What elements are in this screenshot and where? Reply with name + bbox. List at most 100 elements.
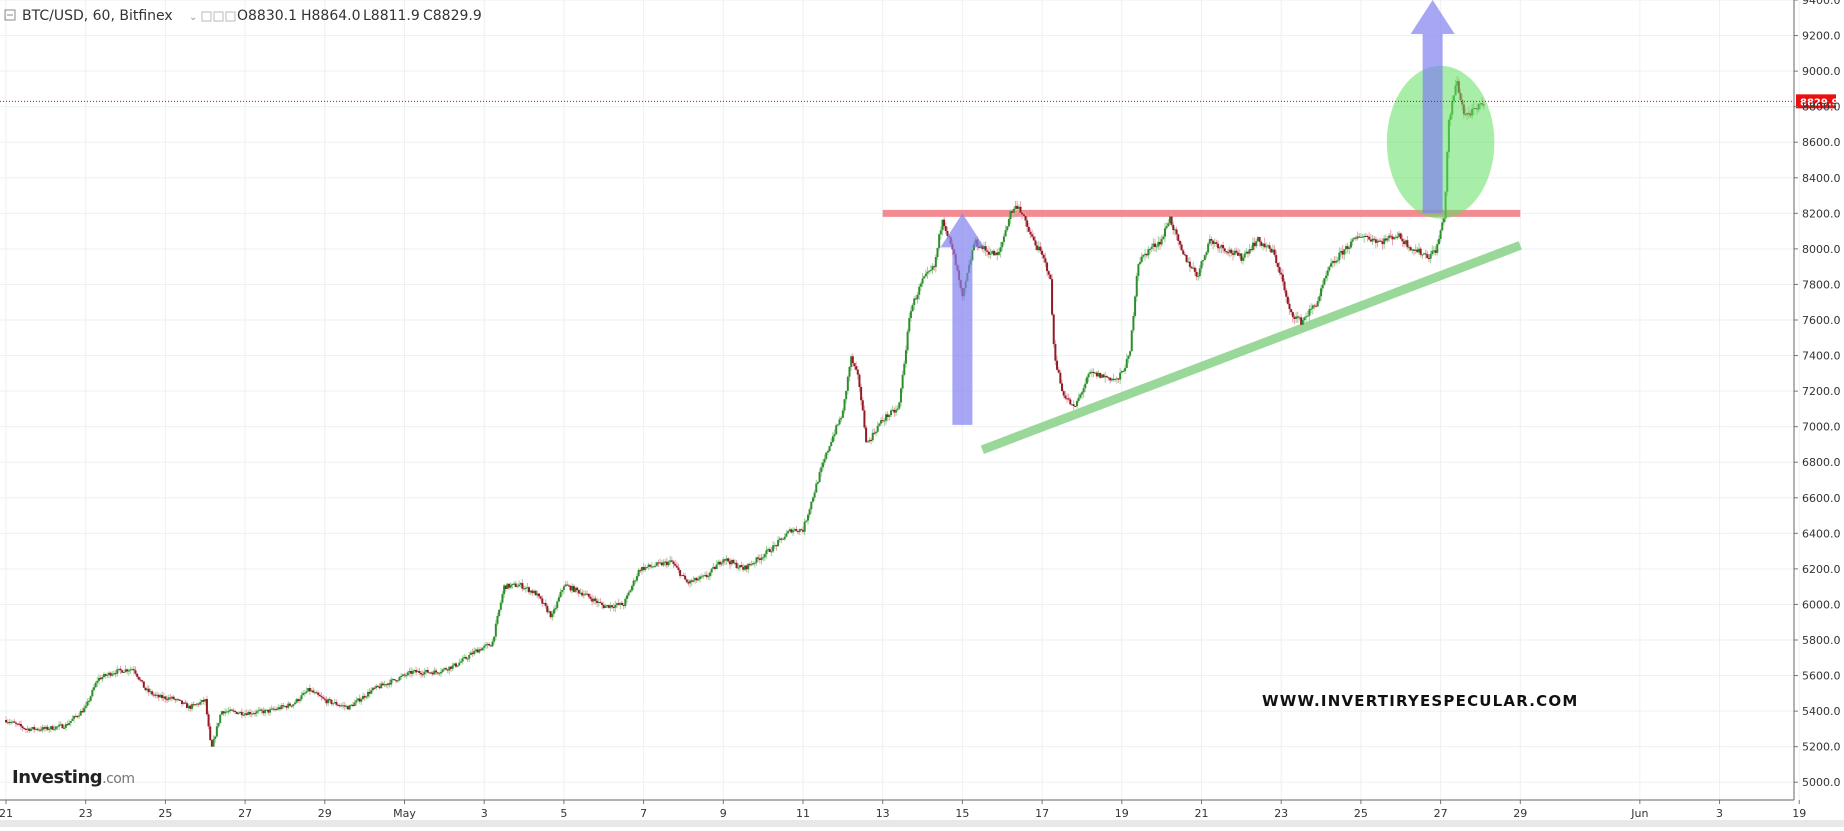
- candle-body: [1149, 248, 1152, 250]
- candle-body: [421, 674, 424, 676]
- candle-body: [1404, 240, 1407, 245]
- candle-body: [501, 594, 504, 603]
- candle-body: [428, 672, 431, 674]
- candle-body: [416, 671, 419, 673]
- candle-body: [393, 679, 396, 681]
- candle-body: [265, 709, 268, 711]
- candle-body: [474, 649, 477, 651]
- y-tick-label: 7200.0: [1802, 385, 1841, 398]
- candle-body: [1291, 312, 1294, 317]
- x-tick-label: 29: [318, 807, 332, 820]
- candle-body: [73, 716, 76, 719]
- candle-body: [875, 431, 878, 433]
- candle-body: [511, 583, 514, 586]
- settings-icon[interactable]: [201, 11, 212, 22]
- candle-body: [753, 562, 756, 564]
- candle-body: [1439, 230, 1442, 239]
- candle-body: [1363, 235, 1366, 237]
- candle-body: [830, 441, 833, 447]
- candle-body: [195, 703, 198, 705]
- y-tick-label: 7400.0: [1802, 350, 1841, 363]
- candle-body: [596, 600, 599, 604]
- candle-body: [1389, 235, 1392, 237]
- grid: [0, 0, 1800, 800]
- candle-body: [1321, 284, 1324, 289]
- candle-body: [1268, 245, 1271, 249]
- candle-body: [174, 699, 177, 701]
- up-arrow-2: [1410, 0, 1455, 214]
- candle-body: [315, 692, 318, 694]
- candle-body: [730, 559, 733, 565]
- candle-body: [1168, 216, 1171, 224]
- candle-body: [906, 331, 909, 351]
- candle-body: [297, 699, 300, 702]
- timeline-scrollbar[interactable]: [0, 820, 1844, 827]
- candle-body: [185, 703, 188, 709]
- candle-body: [878, 423, 881, 426]
- candle-body: [486, 643, 489, 645]
- candle-body: [725, 558, 728, 561]
- candle-body: [893, 409, 896, 413]
- candle-body: [1339, 250, 1342, 253]
- collapse-icon[interactable]: [4, 9, 16, 21]
- candle-body: [926, 271, 929, 274]
- candle-body: [106, 674, 109, 676]
- candle-body: [172, 696, 175, 700]
- candle-body: [655, 562, 658, 566]
- candle-body: [1051, 279, 1054, 315]
- candle-body: [466, 658, 469, 660]
- support-trendline: [980, 241, 1522, 454]
- candle-body: [1198, 268, 1201, 276]
- candle-body: [546, 605, 549, 613]
- candle-body: [534, 590, 537, 596]
- candle-body: [418, 671, 421, 673]
- candle-body: [1386, 238, 1389, 241]
- candle-body: [205, 698, 208, 715]
- candle-body: [735, 562, 738, 568]
- candle-body: [933, 266, 936, 268]
- y-tick-label: 6600.0: [1802, 492, 1841, 505]
- candle-body: [894, 409, 897, 413]
- candle-body: [805, 520, 808, 522]
- candle-body: [1403, 241, 1406, 245]
- candle-body: [504, 585, 507, 590]
- candle-body: [1002, 236, 1005, 242]
- close-icon[interactable]: [225, 11, 236, 22]
- candle-body: [694, 577, 697, 581]
- candle-body: [214, 736, 217, 740]
- candle-body: [919, 283, 922, 287]
- candle-body: [189, 705, 192, 709]
- candle-body: [855, 366, 858, 370]
- candle-body: [723, 559, 726, 561]
- candle-body: [763, 554, 766, 558]
- candle-body: [287, 703, 290, 708]
- candle-body: [357, 698, 360, 701]
- candle-body: [677, 567, 680, 571]
- candle-body: [612, 607, 615, 609]
- candle-body: [621, 602, 624, 606]
- candle-body: [788, 529, 791, 532]
- candle-body: [420, 672, 423, 675]
- candle-body: [1303, 317, 1306, 321]
- candle-body: [614, 604, 617, 608]
- candle-body: [1301, 320, 1304, 325]
- candle-body: [249, 711, 252, 715]
- candle-body: [1197, 275, 1200, 277]
- x-tick-label: May: [393, 807, 416, 820]
- candle-body: [863, 410, 866, 428]
- candle-body: [51, 726, 54, 730]
- candle-body: [556, 601, 559, 608]
- candle-body: [625, 595, 628, 599]
- candle-body: [1094, 372, 1097, 374]
- candle-body: [378, 686, 381, 689]
- candle-body: [332, 703, 335, 705]
- candle-body: [16, 723, 19, 725]
- candle-body: [209, 726, 212, 741]
- compare-icon[interactable]: [213, 11, 224, 22]
- candle-body: [438, 673, 441, 675]
- candle-body: [1418, 248, 1421, 253]
- chevron-down-icon[interactable]: ⌄: [189, 12, 197, 23]
- candle-body: [1330, 263, 1333, 267]
- candle-body: [514, 583, 517, 587]
